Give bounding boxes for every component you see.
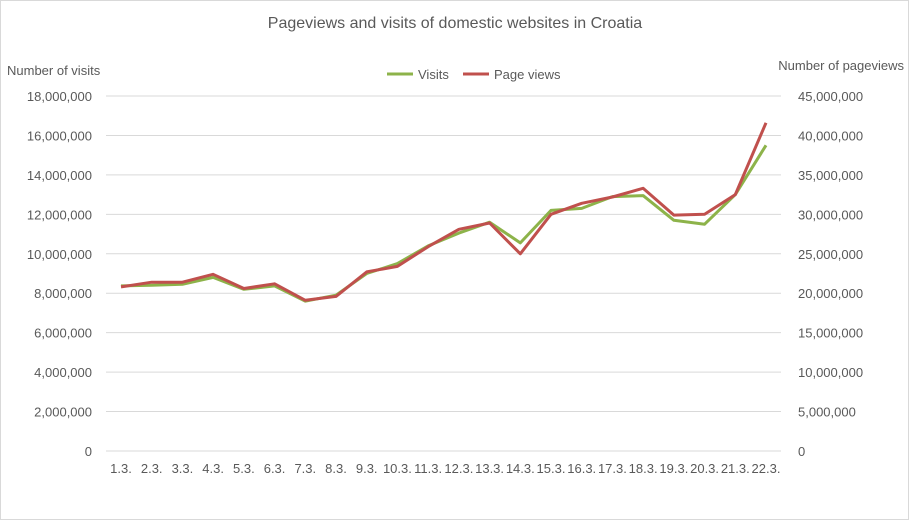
left-tick-label: 18,000,000 <box>27 89 92 104</box>
right-tick-label: 0 <box>798 444 805 459</box>
right-tick-label: 25,000,000 <box>798 247 863 262</box>
x-tick-label: 18.3. <box>629 461 658 476</box>
x-tick-label: 10.3. <box>383 461 412 476</box>
legend-label-visits: Visits <box>418 67 449 82</box>
x-tick-label: 12.3. <box>444 461 473 476</box>
left-tick-label: 16,000,000 <box>27 128 92 143</box>
chart-title: Pageviews and visits of domestic website… <box>268 15 642 32</box>
x-tick-label: 2.3. <box>141 461 163 476</box>
x-tick-label: 1.3. <box>110 461 132 476</box>
left-tick-label: 14,000,000 <box>27 168 92 183</box>
x-tick-label: 13.3. <box>475 461 504 476</box>
x-tick-label: 3.3. <box>172 461 194 476</box>
x-tick-label: 17.3. <box>598 461 627 476</box>
right-tick-label: 5,000,000 <box>798 405 856 420</box>
right-tick-label: 20,000,000 <box>798 286 863 301</box>
left-tick-label: 4,000,000 <box>34 365 92 380</box>
right-tick-label: 30,000,000 <box>798 207 863 222</box>
left-tick-label: 0 <box>85 444 92 459</box>
right-tick-label: 15,000,000 <box>798 326 863 341</box>
x-tick-label: 9.3. <box>356 461 378 476</box>
right-tick-label: 40,000,000 <box>798 128 863 143</box>
x-tick-label: 7.3. <box>294 461 316 476</box>
x-tick-label: 22.3. <box>752 461 781 476</box>
x-tick-label: 6.3. <box>264 461 286 476</box>
left-axis-label: Number of visits <box>7 63 101 78</box>
left-tick-label: 12,000,000 <box>27 207 92 222</box>
right-tick-label: 35,000,000 <box>798 168 863 183</box>
legend: Visits Page views <box>387 67 561 82</box>
x-tick-label: 4.3. <box>202 461 224 476</box>
left-tick-label: 6,000,000 <box>34 326 92 341</box>
x-tick-label: 8.3. <box>325 461 347 476</box>
x-tick-label: 19.3. <box>659 461 688 476</box>
x-tick-label: 11.3. <box>414 461 442 476</box>
series-line-page-views <box>120 122 768 302</box>
x-tick-label: 21.3. <box>721 461 750 476</box>
x-tick-label: 16.3. <box>567 461 596 476</box>
x-tick-label: 5.3. <box>233 461 255 476</box>
right-tick-label: 45,000,000 <box>798 89 863 104</box>
right-axis-label: Number of pageviews <box>778 58 904 73</box>
legend-label-pageviews: Page views <box>494 67 561 82</box>
left-tick-label: 2,000,000 <box>34 405 92 420</box>
x-tick-label: 15.3. <box>537 461 566 476</box>
left-tick-label: 10,000,000 <box>27 247 92 262</box>
left-tick-label: 8,000,000 <box>34 286 92 301</box>
x-tick-label: 14.3. <box>506 461 535 476</box>
x-tick-label: 20.3. <box>690 461 719 476</box>
right-tick-label: 10,000,000 <box>798 365 863 380</box>
